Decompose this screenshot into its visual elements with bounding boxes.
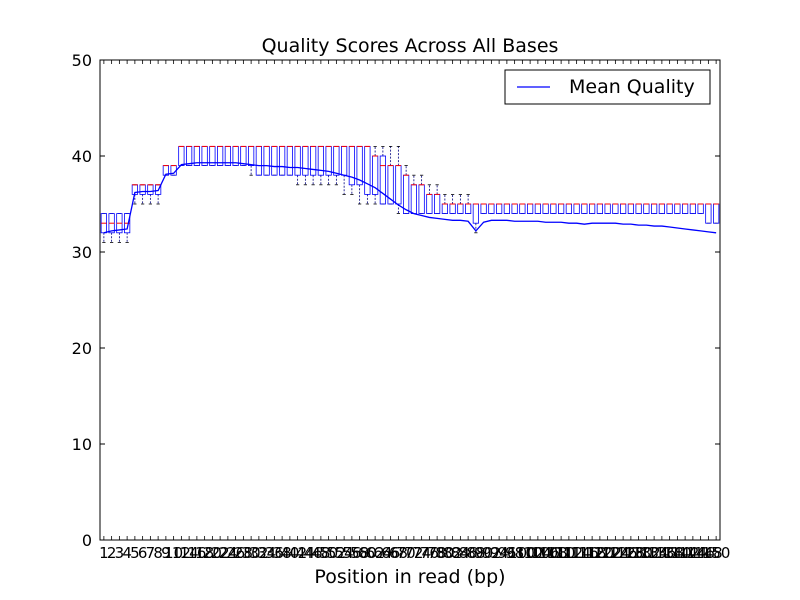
x-tick-label: 76 bbox=[420, 544, 439, 562]
x-tick-label: 3 bbox=[115, 544, 125, 562]
x-tick-label: 6 bbox=[138, 544, 148, 562]
x-tick-label: 82 bbox=[443, 544, 462, 562]
x-tick-label: 116 bbox=[570, 544, 599, 562]
x-tick-label: 44 bbox=[296, 544, 315, 562]
mean-quality-line bbox=[103, 162, 717, 234]
x-tick-label: 30 bbox=[242, 544, 261, 562]
x-tick-label: 22 bbox=[211, 544, 230, 562]
x-tick-label: 140 bbox=[663, 544, 692, 562]
y-tick-label: 40 bbox=[72, 147, 92, 166]
x-tick-label: 130 bbox=[624, 544, 653, 562]
x-tick-label: 136 bbox=[648, 544, 677, 562]
x-tick-label: 150 bbox=[702, 544, 731, 562]
x-tick-label: 14 bbox=[180, 544, 199, 562]
x-tick-label: 20 bbox=[203, 544, 222, 562]
quality-box bbox=[379, 155, 386, 205]
x-tick-label: 96 bbox=[497, 544, 516, 562]
x-tick-label: 12 bbox=[172, 544, 191, 562]
x-tick-label: 122 bbox=[593, 544, 622, 562]
x-tick-label: 62 bbox=[366, 544, 385, 562]
x-axis-label: Position in read (bp) bbox=[314, 566, 505, 588]
x-tick-label: 1 bbox=[99, 544, 109, 562]
x-tick-label: 128 bbox=[617, 544, 646, 562]
x-tick-label: 56 bbox=[342, 544, 361, 562]
x-tick-label: 8 bbox=[153, 544, 163, 562]
y-tick-label: 10 bbox=[72, 435, 92, 454]
x-tick-label: 58 bbox=[350, 544, 369, 562]
x-tick-label: 100 bbox=[508, 544, 537, 562]
x-tick-label: 42 bbox=[288, 544, 307, 562]
x-tick-label: 108 bbox=[539, 544, 568, 562]
plot-layer: 0102030405012345678910121416182022242628… bbox=[72, 51, 731, 562]
x-tick-label: 90 bbox=[474, 544, 493, 562]
x-tick-label: 7 bbox=[146, 544, 156, 562]
x-tick-label: 26 bbox=[226, 544, 245, 562]
x-tick-label: 38 bbox=[273, 544, 292, 562]
x-tick-label: 118 bbox=[578, 544, 607, 562]
x-tick-label: 114 bbox=[562, 544, 591, 562]
x-tick-label: 50 bbox=[319, 544, 338, 562]
x-tick-label: 126 bbox=[609, 544, 638, 562]
y-tick-label: 30 bbox=[72, 243, 92, 262]
x-tick-label: 134 bbox=[640, 544, 669, 562]
x-tick-label: 86 bbox=[459, 544, 478, 562]
x-tick-label: 110 bbox=[547, 544, 576, 562]
x-tick-label: 138 bbox=[655, 544, 684, 562]
x-tick-label: 40 bbox=[280, 544, 299, 562]
x-tick-label: 18 bbox=[195, 544, 214, 562]
x-tick-label: 120 bbox=[586, 544, 615, 562]
x-tick-label: 68 bbox=[389, 544, 408, 562]
x-tick-label: 102 bbox=[516, 544, 545, 562]
x-tick-label: 132 bbox=[632, 544, 661, 562]
x-tick-label: 54 bbox=[335, 544, 354, 562]
x-tick-label: 98 bbox=[505, 544, 524, 562]
x-tick-label: 80 bbox=[435, 544, 454, 562]
x-tick-label: 106 bbox=[531, 544, 560, 562]
chart-title: Quality Scores Across All Bases bbox=[262, 35, 559, 57]
x-tick-label: 10 bbox=[164, 544, 183, 562]
plot-frame bbox=[99, 59, 721, 541]
x-tick-label: 64 bbox=[373, 544, 392, 562]
x-tick-label: 148 bbox=[694, 544, 723, 562]
x-tick-label: 24 bbox=[218, 544, 237, 562]
x-tick-label: 34 bbox=[257, 544, 276, 562]
x-tick-label: 28 bbox=[234, 544, 253, 562]
x-tick-label: 104 bbox=[524, 544, 553, 562]
x-tick-label: 78 bbox=[428, 544, 447, 562]
legend: Mean Quality bbox=[504, 69, 711, 105]
x-tick-label: 48 bbox=[311, 544, 330, 562]
x-tick-label: 74 bbox=[412, 544, 431, 562]
x-tick-label: 46 bbox=[304, 544, 323, 562]
y-tick-label: 50 bbox=[72, 51, 92, 70]
x-tick-label: 112 bbox=[555, 544, 584, 562]
x-tick-label: 66 bbox=[381, 544, 400, 562]
x-tick-label: 72 bbox=[404, 544, 423, 562]
x-tick-label: 52 bbox=[327, 544, 346, 562]
x-tick-label: 9 bbox=[161, 544, 171, 562]
x-tick-label: 60 bbox=[358, 544, 377, 562]
x-tick-label: 4 bbox=[122, 544, 132, 562]
x-tick-label: 92 bbox=[482, 544, 501, 562]
x-tick-label: 5 bbox=[130, 544, 140, 562]
x-tick-label: 88 bbox=[466, 544, 485, 562]
x-tick-label: 84 bbox=[451, 544, 470, 562]
x-tick-label: 16 bbox=[187, 544, 206, 562]
x-tick-label: 146 bbox=[686, 544, 715, 562]
x-tick-label: 142 bbox=[671, 544, 700, 562]
x-tick-label: 70 bbox=[397, 544, 416, 562]
x-tick-label: 144 bbox=[679, 544, 708, 562]
x-tick-label: 32 bbox=[249, 544, 268, 562]
x-tick-label: 2 bbox=[107, 544, 117, 562]
y-tick-label: 20 bbox=[72, 339, 92, 358]
x-tick-label: 36 bbox=[265, 544, 284, 562]
y-tick-label: 0 bbox=[82, 531, 92, 550]
legend-label-mean-quality: Mean Quality bbox=[569, 76, 695, 98]
x-tick-label: 124 bbox=[601, 544, 630, 562]
x-tick-label: 94 bbox=[490, 544, 509, 562]
